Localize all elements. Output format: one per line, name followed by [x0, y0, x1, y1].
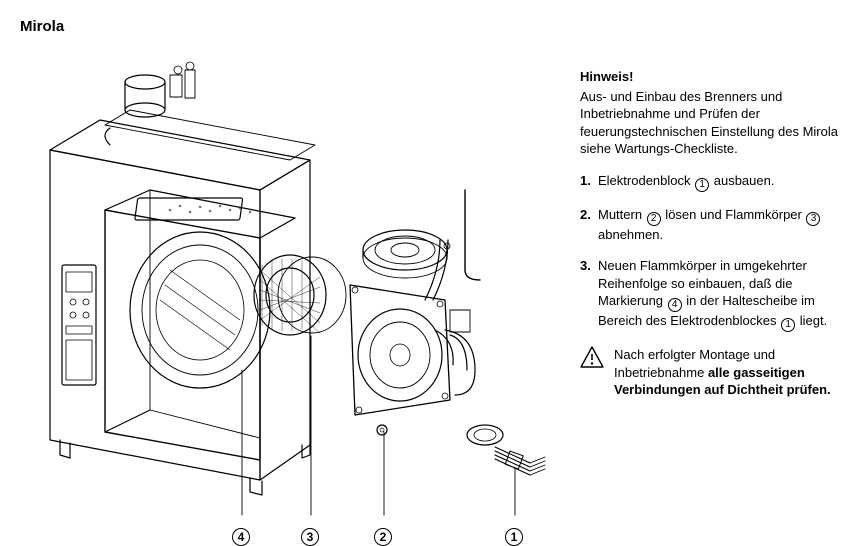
warning-icon — [580, 346, 604, 399]
product-title: Mirola — [20, 18, 64, 35]
step-3-number: 3. — [580, 257, 598, 332]
step-3-text: Neuen Flammkörper in umgekehrter Reihenf… — [598, 257, 855, 332]
callout-4: 4 — [232, 528, 250, 546]
hinweis-heading: Hinweis! — [580, 68, 855, 86]
instruction-column: Hinweis! Aus- und Einbau des Brenners un… — [580, 68, 855, 399]
diagram-svg — [10, 40, 570, 530]
step-3: 3. Neuen Flammkörper in umgekehrter Reih… — [580, 257, 855, 332]
callout-2: 2 — [374, 528, 392, 546]
callout-1: 1 — [505, 528, 523, 546]
exploded-view-diagram — [10, 40, 570, 530]
step-1-text: Elektrodenblock 1 ausbauen. — [598, 172, 855, 192]
step-2: 2. Muttern 2 lösen und Flammkörper 3 abn… — [580, 206, 855, 244]
step-2-number: 2. — [580, 206, 598, 244]
step-1: 1. Elektrodenblock 1 ausbauen. — [580, 172, 855, 192]
warning-text: Nach erfolgter Montage und Inbetriebnahm… — [614, 346, 855, 399]
callout-3: 3 — [301, 528, 319, 546]
step-2-text: Muttern 2 lösen und Flammkörper 3 abnehm… — [598, 206, 855, 244]
step-1-number: 1. — [580, 172, 598, 192]
hinweis-body: Aus- und Einbau des Brenners und Inbetri… — [580, 88, 855, 158]
warning-block: Nach erfolgter Montage und Inbetriebnahm… — [580, 346, 855, 399]
